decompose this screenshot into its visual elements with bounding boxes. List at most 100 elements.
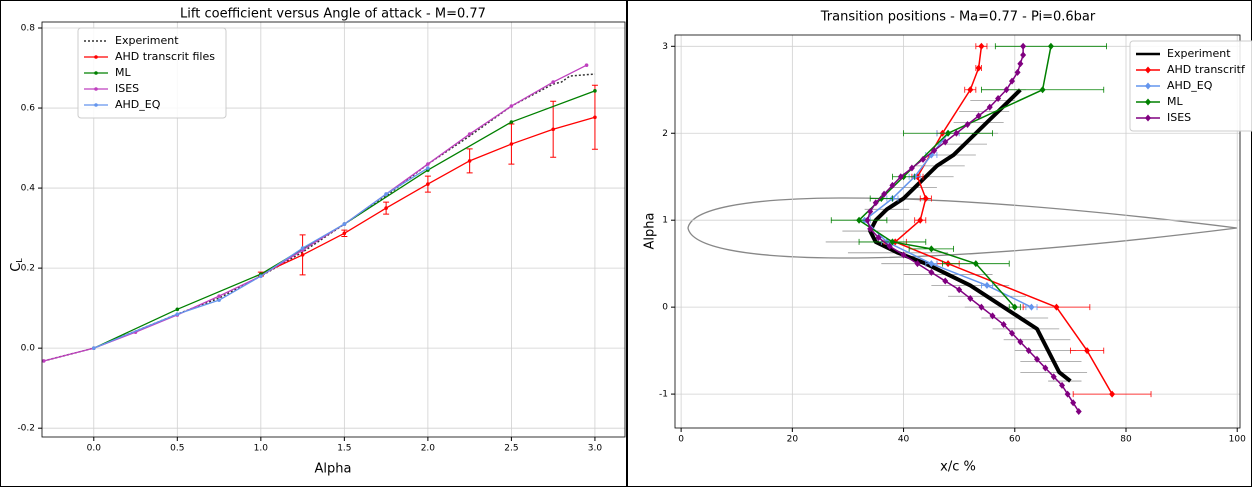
point	[945, 129, 952, 137]
point	[956, 286, 963, 294]
y-tick-label: 3	[662, 42, 668, 52]
point	[1034, 355, 1041, 363]
legend-label: Experiment	[115, 34, 179, 47]
point	[928, 260, 935, 268]
point	[551, 127, 555, 132]
x-tick-label: 60	[1009, 435, 1021, 445]
point	[922, 194, 929, 202]
point	[928, 245, 935, 253]
point	[875, 234, 882, 242]
series-line	[858, 46, 1052, 308]
point	[1003, 86, 1010, 94]
legend: Experiment AHD transcritf AHD_EQ ML ISES	[1129, 40, 1252, 132]
point	[928, 268, 935, 276]
point	[300, 246, 305, 250]
point	[1053, 303, 1060, 311]
point	[593, 115, 597, 120]
point	[1028, 303, 1035, 311]
series-line	[868, 88, 1072, 383]
series-line	[894, 46, 1113, 395]
y-tick-label: -1	[659, 390, 668, 400]
y-tick-label: 0.2	[21, 264, 35, 274]
point	[1050, 373, 1057, 381]
point	[217, 294, 221, 298]
point	[509, 104, 514, 108]
series-line	[93, 167, 429, 349]
point	[872, 199, 879, 207]
point	[978, 303, 985, 311]
point	[426, 182, 430, 186]
point	[342, 222, 347, 226]
point	[942, 138, 949, 146]
point	[1008, 77, 1015, 85]
point	[584, 63, 589, 68]
y-tick-label: 0	[662, 303, 668, 313]
x-tick-label: 0	[678, 435, 684, 445]
point	[1011, 303, 1018, 311]
point	[1042, 364, 1049, 372]
legend-label: ML	[115, 66, 131, 79]
point	[384, 192, 388, 196]
point	[897, 173, 904, 181]
point	[342, 231, 347, 236]
point	[94, 55, 98, 59]
x-tick-label: 100	[1229, 435, 1246, 445]
point	[175, 312, 180, 316]
point	[1084, 347, 1091, 355]
point	[42, 359, 46, 363]
plot-area	[825, 42, 1152, 415]
point	[917, 216, 924, 224]
point	[983, 281, 990, 289]
point	[942, 277, 949, 285]
point	[931, 147, 938, 155]
point	[975, 64, 982, 72]
y-axis-label: Alpha	[643, 213, 658, 250]
point	[551, 80, 555, 84]
point	[467, 159, 472, 163]
series-line	[43, 64, 587, 362]
point	[1064, 390, 1071, 398]
y-tick-label: 0.4	[21, 184, 36, 194]
point	[967, 86, 974, 94]
point	[914, 260, 921, 268]
series-line	[866, 46, 1080, 412]
point	[867, 225, 874, 233]
point	[989, 312, 996, 320]
point	[175, 307, 180, 312]
y-axis-label: CL	[9, 258, 24, 272]
x-tick-label: 1.0	[254, 444, 269, 454]
point	[881, 190, 888, 198]
point	[908, 164, 915, 172]
point	[889, 238, 896, 246]
x-tick-label: 1.5	[337, 444, 351, 454]
x-tick-label: 3.0	[588, 444, 603, 454]
point	[1039, 86, 1046, 94]
point	[1059, 381, 1066, 389]
point	[426, 166, 430, 170]
legend-label: AHD transcrit files	[115, 50, 215, 63]
point	[1020, 42, 1027, 50]
point	[967, 294, 974, 302]
x-axis-label: x/c %	[940, 460, 976, 475]
point	[259, 274, 263, 278]
x-tick-label: 2.5	[504, 444, 518, 454]
plot-area	[42, 63, 598, 363]
point	[978, 42, 985, 50]
point	[467, 132, 472, 136]
x-tick-label: 40	[898, 435, 910, 445]
point	[1145, 98, 1151, 106]
plot-frame	[674, 34, 1241, 429]
point	[1008, 329, 1015, 337]
point	[995, 94, 1002, 102]
y-axis-label-main: C	[9, 263, 24, 272]
y-tick-label: 0.6	[21, 104, 36, 114]
point	[889, 181, 896, 189]
point	[975, 112, 982, 120]
legend-label: AHD transcritf	[1167, 63, 1246, 76]
point	[91, 346, 96, 350]
point	[1017, 60, 1024, 68]
point	[94, 87, 98, 91]
point	[886, 242, 893, 250]
legend-box	[77, 27, 227, 119]
x-tick-label: 2.0	[421, 444, 436, 454]
